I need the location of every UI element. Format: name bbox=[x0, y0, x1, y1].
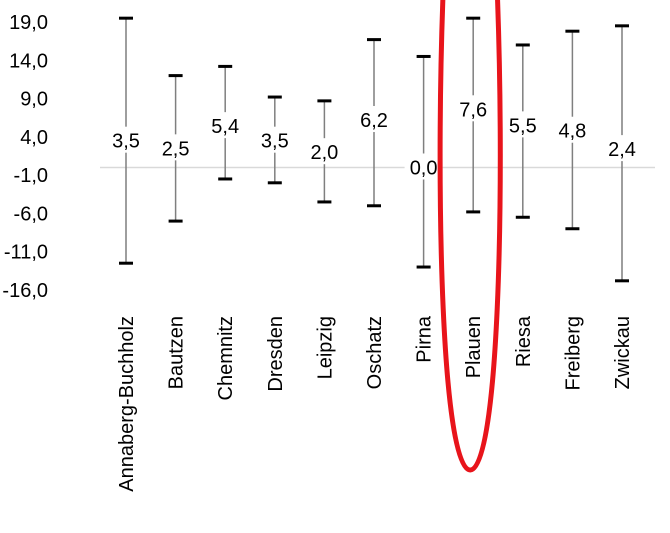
data-label-background bbox=[355, 106, 393, 133]
data-label-background bbox=[156, 134, 195, 161]
data-label-background bbox=[404, 153, 443, 180]
data-label: 2,0 bbox=[305, 138, 344, 165]
data-label-background bbox=[107, 126, 145, 153]
y-tick-label: -6,0 bbox=[14, 203, 48, 225]
y-tick-label: 19,0 bbox=[9, 12, 48, 34]
data-label-background bbox=[454, 95, 493, 122]
data-label: 3,5 bbox=[255, 126, 294, 153]
x-category-label: Bautzen bbox=[166, 316, 188, 389]
data-label-background bbox=[255, 126, 294, 153]
data-label-text: 2,0 bbox=[310, 142, 338, 164]
x-category-label: Riesa bbox=[513, 315, 535, 367]
data-label: 7,6 bbox=[454, 95, 493, 122]
data-label-text: 2,4 bbox=[608, 139, 636, 161]
x-category-label: Chemnitz bbox=[215, 316, 237, 400]
y-tick-label: -16,0 bbox=[2, 280, 48, 302]
x-category-label: Freiberg bbox=[562, 316, 584, 390]
data-label-text: 5,5 bbox=[509, 115, 537, 137]
data-label-text: 7,6 bbox=[459, 99, 487, 121]
data-label: 0,0 bbox=[404, 153, 443, 180]
y-tick-label: -11,0 bbox=[4, 242, 48, 264]
data-label-background bbox=[553, 116, 592, 143]
data-label-background bbox=[503, 111, 542, 138]
x-category-label: Annaberg-Buchholz bbox=[116, 316, 138, 492]
y-tick-label: -1,0 bbox=[14, 165, 48, 187]
x-category-label: Pirna bbox=[414, 315, 436, 363]
data-label-background bbox=[603, 135, 641, 162]
data-label-text: 6,2 bbox=[360, 110, 388, 132]
data-label: 3,5 bbox=[107, 126, 145, 153]
data-label-text: 3,5 bbox=[112, 131, 140, 153]
data-label: 5,4 bbox=[206, 112, 245, 139]
x-category-label: Dresden bbox=[265, 316, 287, 392]
data-label-text: 0,0 bbox=[410, 157, 438, 179]
data-label: 2,5 bbox=[156, 134, 195, 161]
data-label-text: 5,4 bbox=[211, 116, 239, 138]
x-category-label: Zwickau bbox=[612, 316, 634, 389]
highlight-ellipse bbox=[437, 0, 503, 473]
x-category-label: Oschatz bbox=[364, 316, 386, 389]
data-label: 5,5 bbox=[503, 111, 542, 138]
x-category-label: Plauen bbox=[463, 316, 485, 378]
data-label-text: 4,8 bbox=[558, 121, 586, 143]
data-label-background bbox=[206, 112, 245, 139]
y-tick-label: 14,0 bbox=[9, 50, 48, 72]
data-label-text: 2,5 bbox=[162, 138, 190, 160]
data-label-background bbox=[305, 138, 344, 165]
data-label: 4,8 bbox=[553, 116, 592, 143]
y-tick-label: 4,0 bbox=[20, 127, 48, 149]
data-label: 2,4 bbox=[603, 135, 641, 162]
data-label: 6,2 bbox=[355, 106, 393, 133]
x-category-label: Leipzig bbox=[314, 316, 336, 379]
data-label-text: 3,5 bbox=[261, 131, 289, 153]
y-tick-label: 9,0 bbox=[20, 89, 48, 111]
